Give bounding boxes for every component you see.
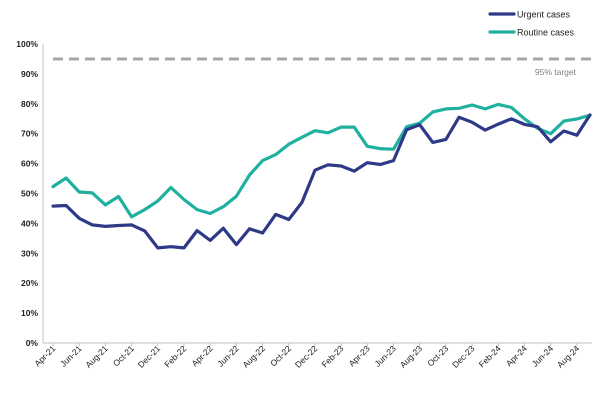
x-tick-label: Apr-22 [189, 343, 214, 368]
series-line-urgent-cases [51, 113, 592, 250]
x-tick-label: Oct-21 [111, 343, 136, 368]
x-tick-label: Feb-23 [319, 343, 345, 369]
x-tick-label: Dec-23 [450, 343, 477, 370]
y-tick-label: 100% [16, 39, 38, 49]
y-tick-label: 20% [21, 278, 38, 288]
series-line-routine-cases [51, 102, 592, 219]
legend: Urgent cases Routine cases [488, 10, 575, 38]
x-tick-label: Aug-23 [398, 343, 425, 370]
target-label: 95% target [535, 67, 577, 77]
y-tick-label: 60% [21, 159, 38, 169]
x-axis-ticks: Apr-21 Jun-21 Aug-21 Oct-21 Dec-21 Feb-22 Apr-… [32, 343, 582, 370]
x-tick-label: Dec-21 [136, 343, 163, 370]
axes [42, 44, 592, 344]
x-tick-label: Aug-22 [241, 343, 268, 370]
x-tick-label: Jun-22 [215, 343, 241, 369]
y-tick-label: 0% [26, 338, 39, 348]
x-tick-label: Oct-23 [425, 343, 450, 368]
x-tick-label: Apr-23 [347, 343, 372, 368]
y-axis-ticks: 0% 10% 20% 30% 40% 50% 60% 70% 80% 90% 100% [16, 39, 38, 348]
legend-label-routine-cases: Routine cases [517, 28, 575, 38]
x-tick-label: Feb-22 [162, 343, 188, 369]
x-tick-label: Oct-22 [268, 343, 293, 368]
y-tick-label: 80% [21, 99, 38, 109]
y-tick-label: 30% [21, 248, 38, 258]
x-tick-label: Dec-22 [293, 343, 320, 370]
x-tick-label: Jun-24 [530, 343, 556, 369]
x-tick-label: Aug-24 [555, 343, 582, 370]
y-tick-label: 40% [21, 218, 38, 228]
legend-label-urgent-cases: Urgent cases [517, 10, 571, 20]
x-tick-label: Feb-24 [477, 343, 503, 369]
x-tick-label: Jun-23 [372, 343, 398, 369]
x-tick-label: Apr-24 [504, 343, 529, 368]
y-tick-label: 50% [21, 189, 38, 199]
target-line-group: 95% target [53, 57, 592, 77]
y-tick-label: 10% [21, 308, 38, 318]
y-tick-label: 90% [21, 69, 38, 79]
series-group [51, 102, 592, 250]
y-tick-label: 70% [21, 129, 38, 139]
x-tick-label: Jun-21 [58, 343, 84, 369]
x-tick-label: Aug-21 [83, 343, 110, 370]
